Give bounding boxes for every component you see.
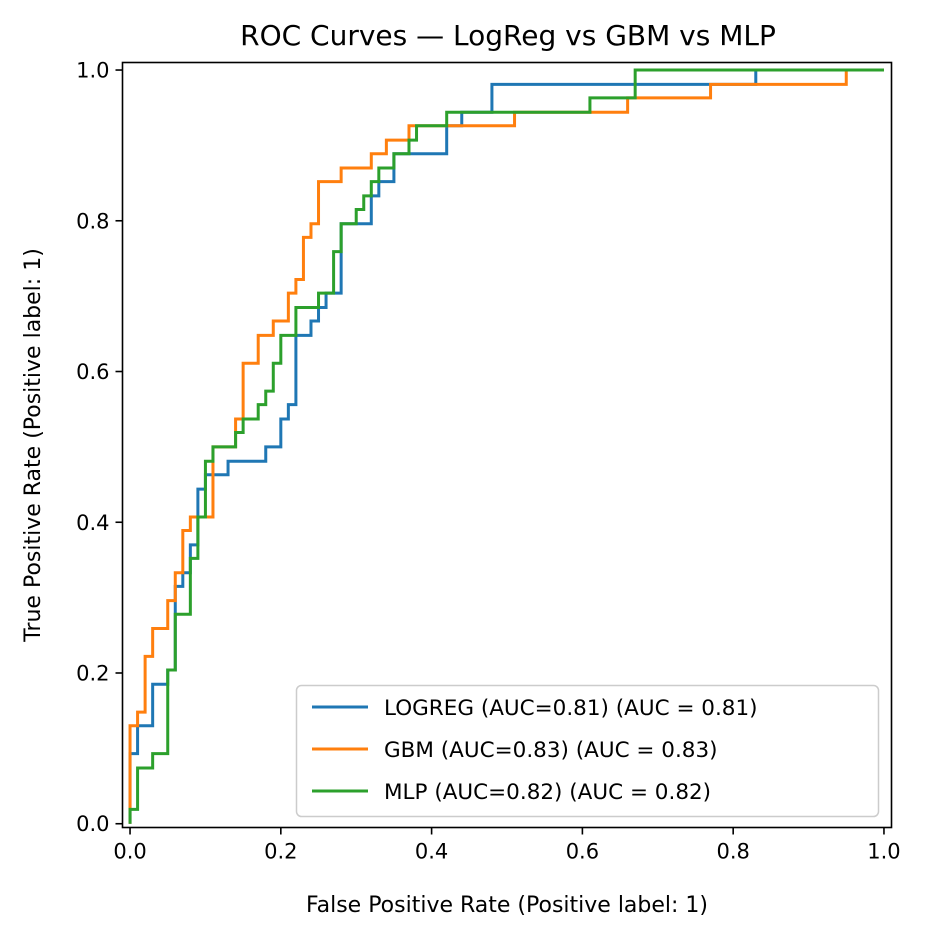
legend-label-mlp: MLP (AUC=0.82) (AUC = 0.82) — [384, 780, 711, 805]
y-tick-label: 0.8 — [76, 209, 109, 233]
plot-frame — [121, 61, 893, 829]
series-line-mlp — [128, 68, 884, 824]
x-tick-label: 0.2 — [264, 840, 297, 864]
chart-title: ROC Curves — LogReg vs GBM vs MLP — [240, 19, 776, 52]
x-tick-label: 0.8 — [716, 840, 749, 864]
y-axis-label: True Positive Rate (Positive label: 1) — [21, 248, 46, 643]
y-tick-label: 0.4 — [76, 511, 109, 535]
legend-box — [295, 684, 880, 818]
x-tick-label: 1.0 — [867, 840, 900, 864]
y-tick-label: 0.6 — [76, 360, 109, 384]
y-tick-label: 0.2 — [76, 661, 109, 685]
y-tick-label: 1.0 — [76, 59, 109, 83]
ticks-layer: 0.0 0.2 0.4 0.6 0.8 1.0 0.0 0.2 0.4 0.6 0.8 1.0 — [76, 59, 901, 864]
series-layer — [128, 68, 884, 824]
series-line-gbm — [128, 68, 884, 824]
x-tick-label: 0.4 — [415, 840, 448, 864]
legend: LOGREG (AUC=0.81) (AUC = 0.81) GBM (AUC=… — [295, 684, 880, 818]
y-tick-label: 0.0 — [76, 812, 109, 836]
x-tick-label: 0.0 — [113, 840, 146, 864]
x-tick-label: 0.6 — [566, 840, 599, 864]
legend-label-gbm: GBM (AUC=0.83) (AUC = 0.83) — [384, 738, 718, 763]
legend-label-logreg: LOGREG (AUC=0.81) (AUC = 0.81) — [384, 696, 758, 721]
x-axis-label: False Positive Rate (Positive label: 1) — [306, 893, 708, 918]
